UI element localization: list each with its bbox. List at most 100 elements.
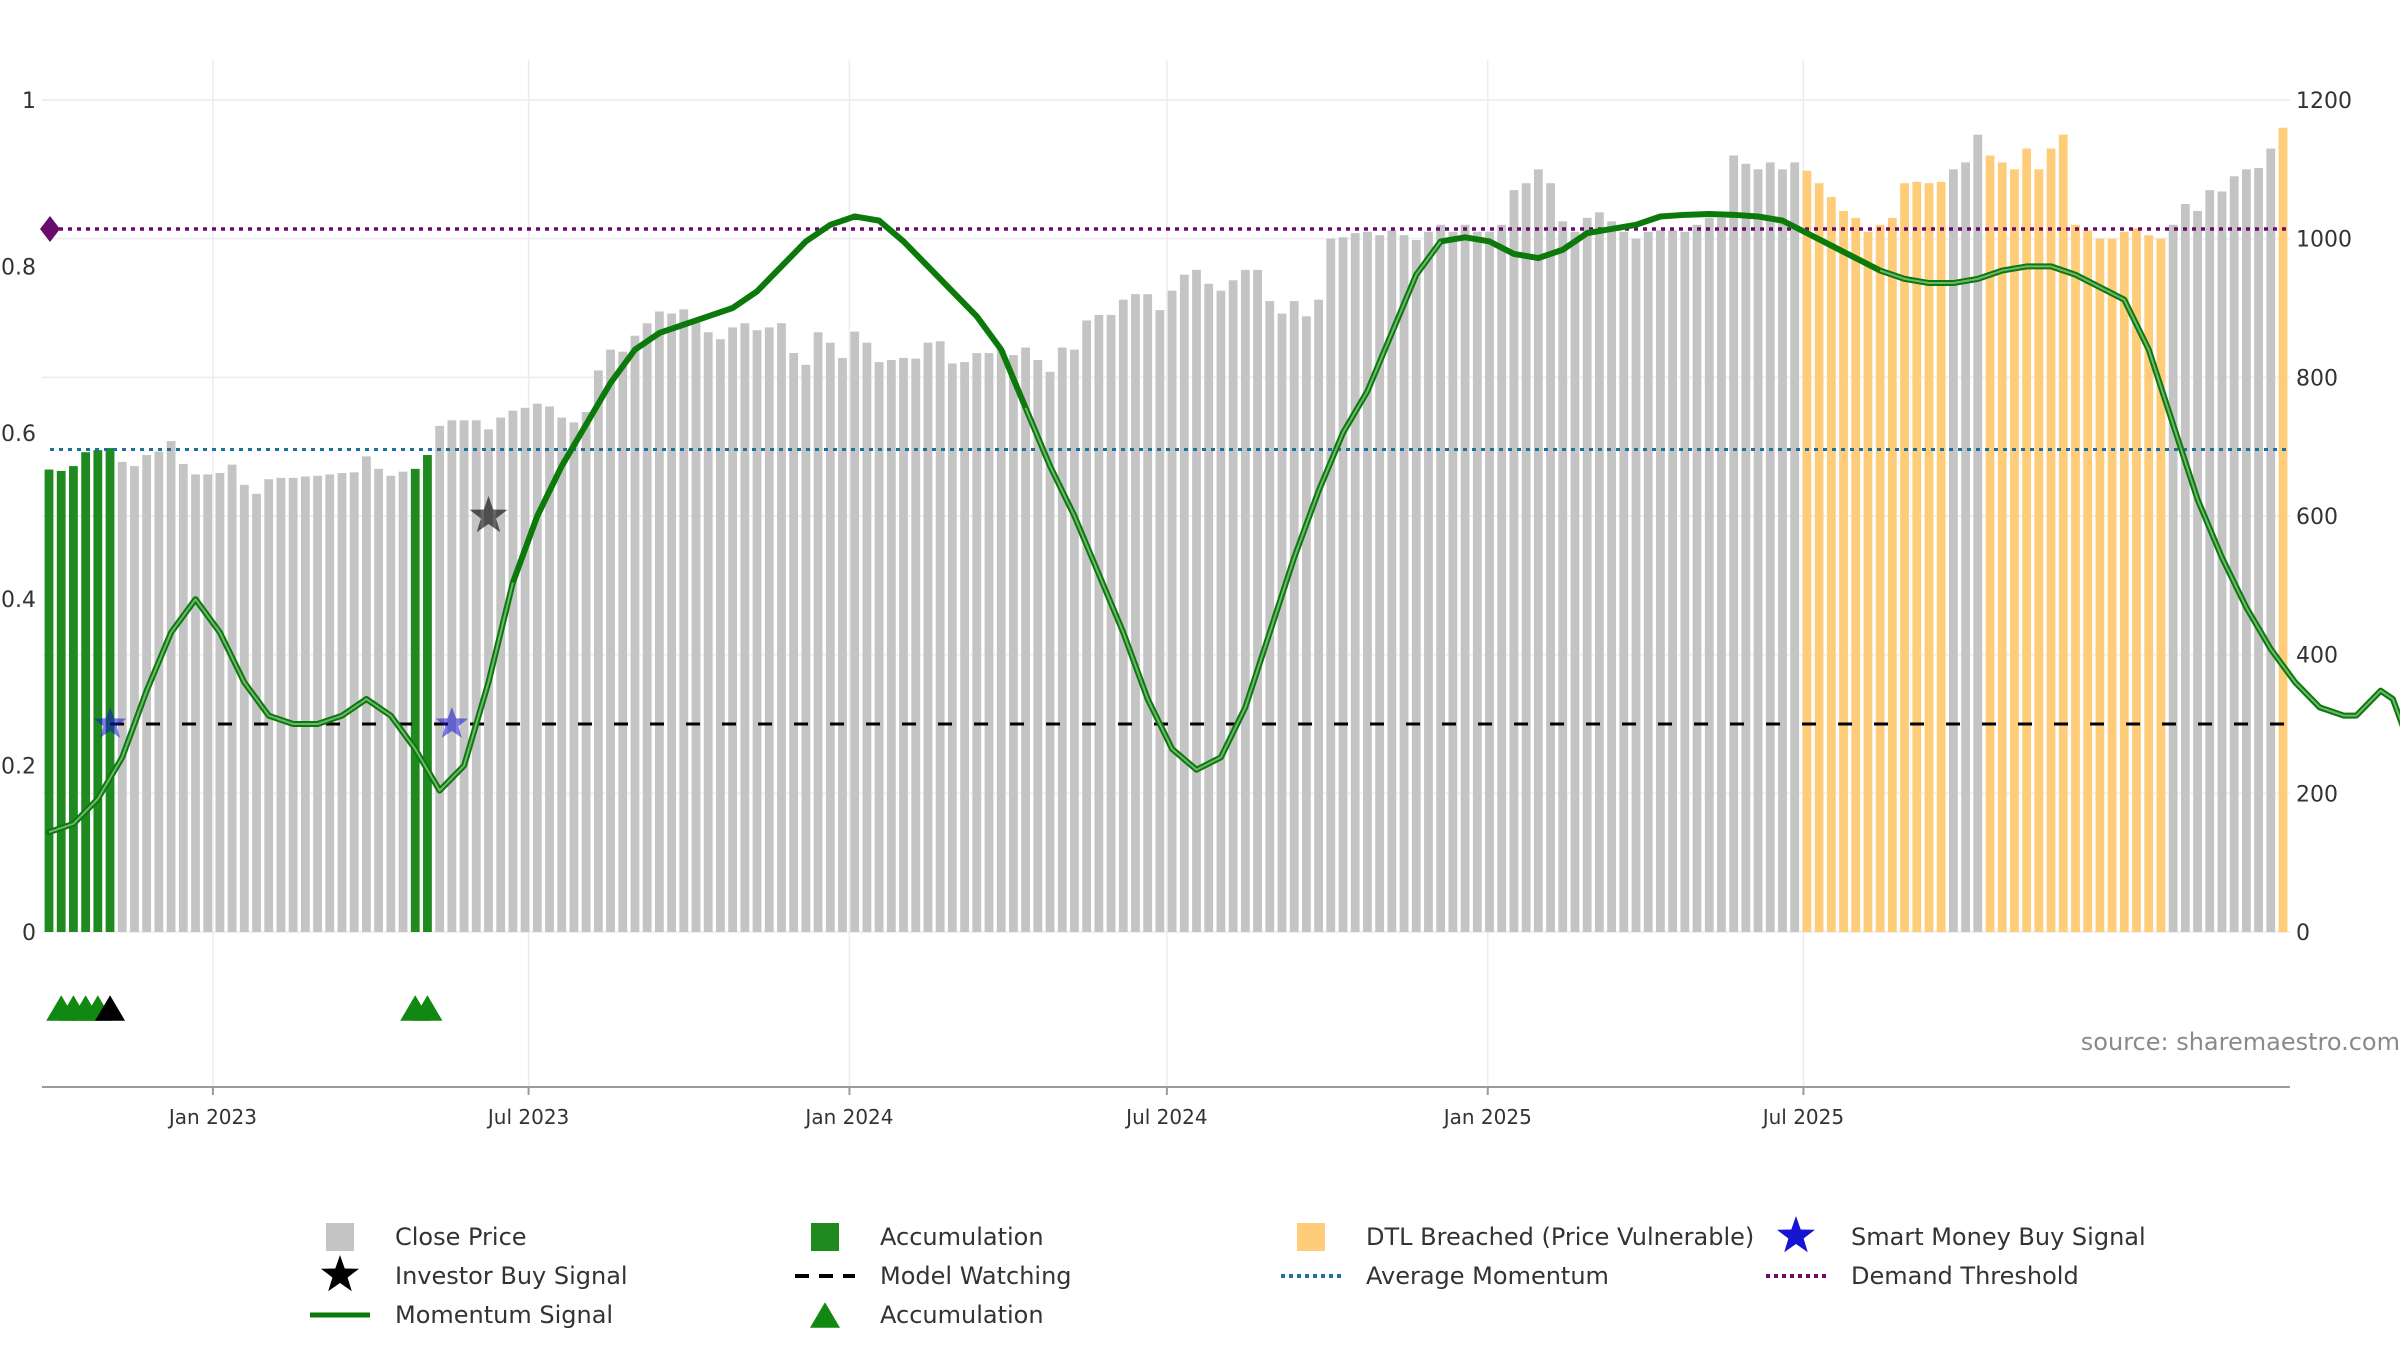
price-bar [1131,294,1140,933]
price-bar [801,364,811,932]
price-bar [2278,127,2288,932]
legend-star-icon [1777,1216,1815,1253]
legend-label: Average Momentum [1366,1262,1609,1290]
price-bar [2156,238,2166,932]
x-tick-label: Jan 2025 [1442,1105,1532,1129]
price-bar [1045,371,1055,933]
legend-label: Accumulation [880,1223,1044,1251]
y-left-tick-label: 0 [22,921,36,946]
price-bar [44,469,54,932]
price-bar [2144,235,2154,932]
price-bar [1900,183,1909,932]
price-bar [2107,238,2117,932]
x-tick-label: Jul 2024 [1124,1105,1207,1129]
momentum-line-highlight [1879,265,2400,722]
price-bar [337,473,347,932]
momentum-line-highlight [1024,240,1442,771]
price-bar [1961,162,1970,932]
price-bar [935,341,945,932]
price-bar [191,474,200,932]
price-bar [789,353,799,933]
price-bar [1301,316,1311,932]
price-bar [850,331,860,932]
y-right-tick-label: 600 [2296,505,2338,530]
price-bar [1021,347,1031,932]
price-bar [1057,347,1067,932]
price-bar [2095,238,2105,932]
price-bar [1411,240,1421,932]
price-bar [435,425,445,932]
demand-threshold-diamond-icon [40,215,60,242]
price-bar [1656,230,1665,932]
price-bar [886,360,896,932]
price-bar [1741,163,1751,932]
x-tick-label: Jul 2023 [486,1105,569,1129]
price-bar [691,321,701,932]
signal-markers [46,496,508,1021]
price-bar [581,412,591,932]
price-bar [947,363,957,932]
price-bar [154,451,164,932]
price-bar [1643,231,1653,932]
price-bar [1399,235,1409,932]
price-bar [471,420,481,932]
price-bar [264,479,274,932]
price-bar [1448,231,1458,932]
smart-money-star-icon [435,707,468,738]
price-bar [1973,134,1983,932]
price-bar [569,422,579,932]
legend-square-icon [326,1223,354,1251]
price-bar [1350,233,1360,932]
price-bar [1082,320,1092,933]
axes: 0 0.2 0.4 0.6 0.8 1 0 200 400 600 800 1000 1200 Jan 2… [1,89,2352,1129]
price-bar [2083,230,2093,932]
y-right-tick-label: 0 [2296,921,2310,946]
price-bar [1680,231,1690,932]
price-bar [1375,235,1385,932]
price-bar [1607,221,1616,933]
price-bar [1717,217,1726,932]
price-bar [606,349,615,933]
y-left-tick-label: 0.8 [1,255,36,280]
legend-triangle-icon [810,1302,840,1328]
price-bar [764,327,774,932]
price-bar [386,475,396,932]
price-bar [1558,221,1568,933]
price-bar [1338,237,1348,932]
price-bar [1033,360,1043,932]
price-bar [2119,231,2129,932]
x-tick-label: Jan 2024 [803,1105,893,1129]
price-bar [1436,224,1446,933]
price-bar [593,370,603,932]
price-bar [459,420,469,932]
legend-label: Model Watching [880,1262,1072,1290]
price-bar [1204,283,1214,932]
price-bar [2193,210,2202,932]
price-bar [1924,183,1934,932]
price-bar [1485,231,1494,932]
price-bar [2058,134,2068,932]
price-bar [1533,169,1543,933]
price-bars [44,127,2288,933]
price-bar [996,349,1006,933]
price-bar [288,477,298,932]
price-bar [1326,238,1336,932]
price-bar [178,464,188,932]
price-bar [1582,217,1592,932]
price-bar [520,407,530,933]
price-bar [1277,313,1287,933]
price-bar [1790,162,1800,932]
price-bar [2132,228,2141,932]
price-bar [1948,169,1958,933]
price-bar [838,357,847,932]
legend-label: Momentum Signal [395,1301,613,1329]
legend-star-icon [321,1255,359,1292]
price-bar [1240,269,1250,932]
price-bar [447,420,457,932]
price-bar [679,309,689,932]
price-bar [1497,224,1507,933]
price-bar [56,470,66,932]
price-bar [2266,148,2276,933]
price-bar [1912,181,1922,932]
price-bar [960,362,969,933]
